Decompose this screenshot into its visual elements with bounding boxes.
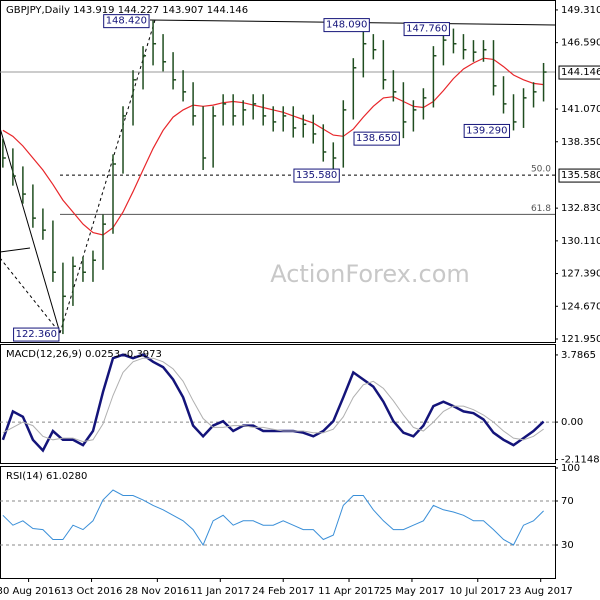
x-tick-label: 25 May 2017	[379, 586, 444, 597]
trendline	[0, 127, 61, 334]
y-tick-label: 30	[561, 540, 574, 551]
panel-title: RSI(14) 61.0280	[6, 471, 87, 482]
fib-trendline	[59, 19, 156, 334]
macd-panel	[0, 344, 556, 464]
line	[2, 357, 544, 443]
y-tick-label: 3.7865	[561, 350, 596, 361]
y-tick-label: 127.390	[561, 269, 600, 280]
annotation-box	[463, 123, 511, 138]
level-price-label: 135.580	[561, 170, 600, 181]
annotation: 138.650	[356, 133, 397, 144]
annotation: 148.090	[326, 20, 367, 31]
annotation-box	[323, 18, 370, 33]
last-price-box	[558, 65, 600, 80]
y-tick-label: 0.00	[561, 417, 583, 428]
annotation: 139.290	[466, 125, 507, 136]
y-tick-label: 132.830	[561, 203, 600, 214]
annotation-box	[353, 131, 400, 146]
y-tick-label: 130.110	[561, 236, 600, 247]
x-tick-label: 10 Jul 2017	[449, 586, 506, 597]
line	[2, 489, 544, 547]
watermark: ActionForex.com	[270, 260, 470, 288]
moving-average	[2, 57, 544, 236]
x-tick-label: 23 Aug 2017	[509, 586, 573, 597]
annotation-box	[103, 14, 150, 29]
y-tick-label: 138.350	[561, 137, 600, 148]
annotation: 122.360	[16, 329, 57, 340]
y-tick-label: -2.1148	[561, 455, 600, 466]
x-tick-label: 24 Feb 2017	[252, 586, 314, 597]
annotation: 147.760	[406, 24, 447, 35]
rsi-panel	[0, 466, 556, 579]
x-tick-label: 11 Apr 2017	[318, 586, 380, 597]
y-tick-label: 149.310	[561, 5, 600, 16]
x-tick-label: 30 Aug 2016	[0, 586, 61, 597]
annotation: 135.580	[296, 170, 337, 181]
y-tick-label: 121.950	[561, 334, 600, 345]
annotation-box	[293, 168, 340, 183]
annotation-box	[13, 327, 60, 342]
y-tick-label: 141.070	[561, 104, 600, 115]
y-tick-label: 146.590	[561, 38, 600, 49]
level-label: 50.0	[531, 165, 551, 175]
x-tick-label: 13 Oct 2016	[61, 586, 123, 597]
price-panel	[0, 0, 556, 343]
x-tick-label: 11 Jan 2017	[190, 586, 250, 597]
annotation-box	[403, 22, 450, 37]
x-tick-label: 28 Nov 2016	[125, 586, 189, 597]
panel-title: MACD(12,26,9) 0.0253 -0.3973	[6, 349, 162, 360]
y-tick-label: 70	[561, 496, 574, 507]
trendline	[0, 247, 31, 253]
last-price-label: 144.146	[561, 67, 600, 78]
trendline	[0, 257, 61, 334]
y-tick-label: 124.670	[561, 301, 600, 312]
line	[1, 353, 545, 453]
y-tick-label: 100	[561, 463, 580, 474]
level-price-box	[558, 168, 600, 183]
chart-title: GBPJPY,Daily 143.919 144.227 143.907 144…	[6, 5, 248, 16]
level-label: 61.8	[531, 204, 551, 214]
annotation: 148.420	[106, 16, 147, 27]
